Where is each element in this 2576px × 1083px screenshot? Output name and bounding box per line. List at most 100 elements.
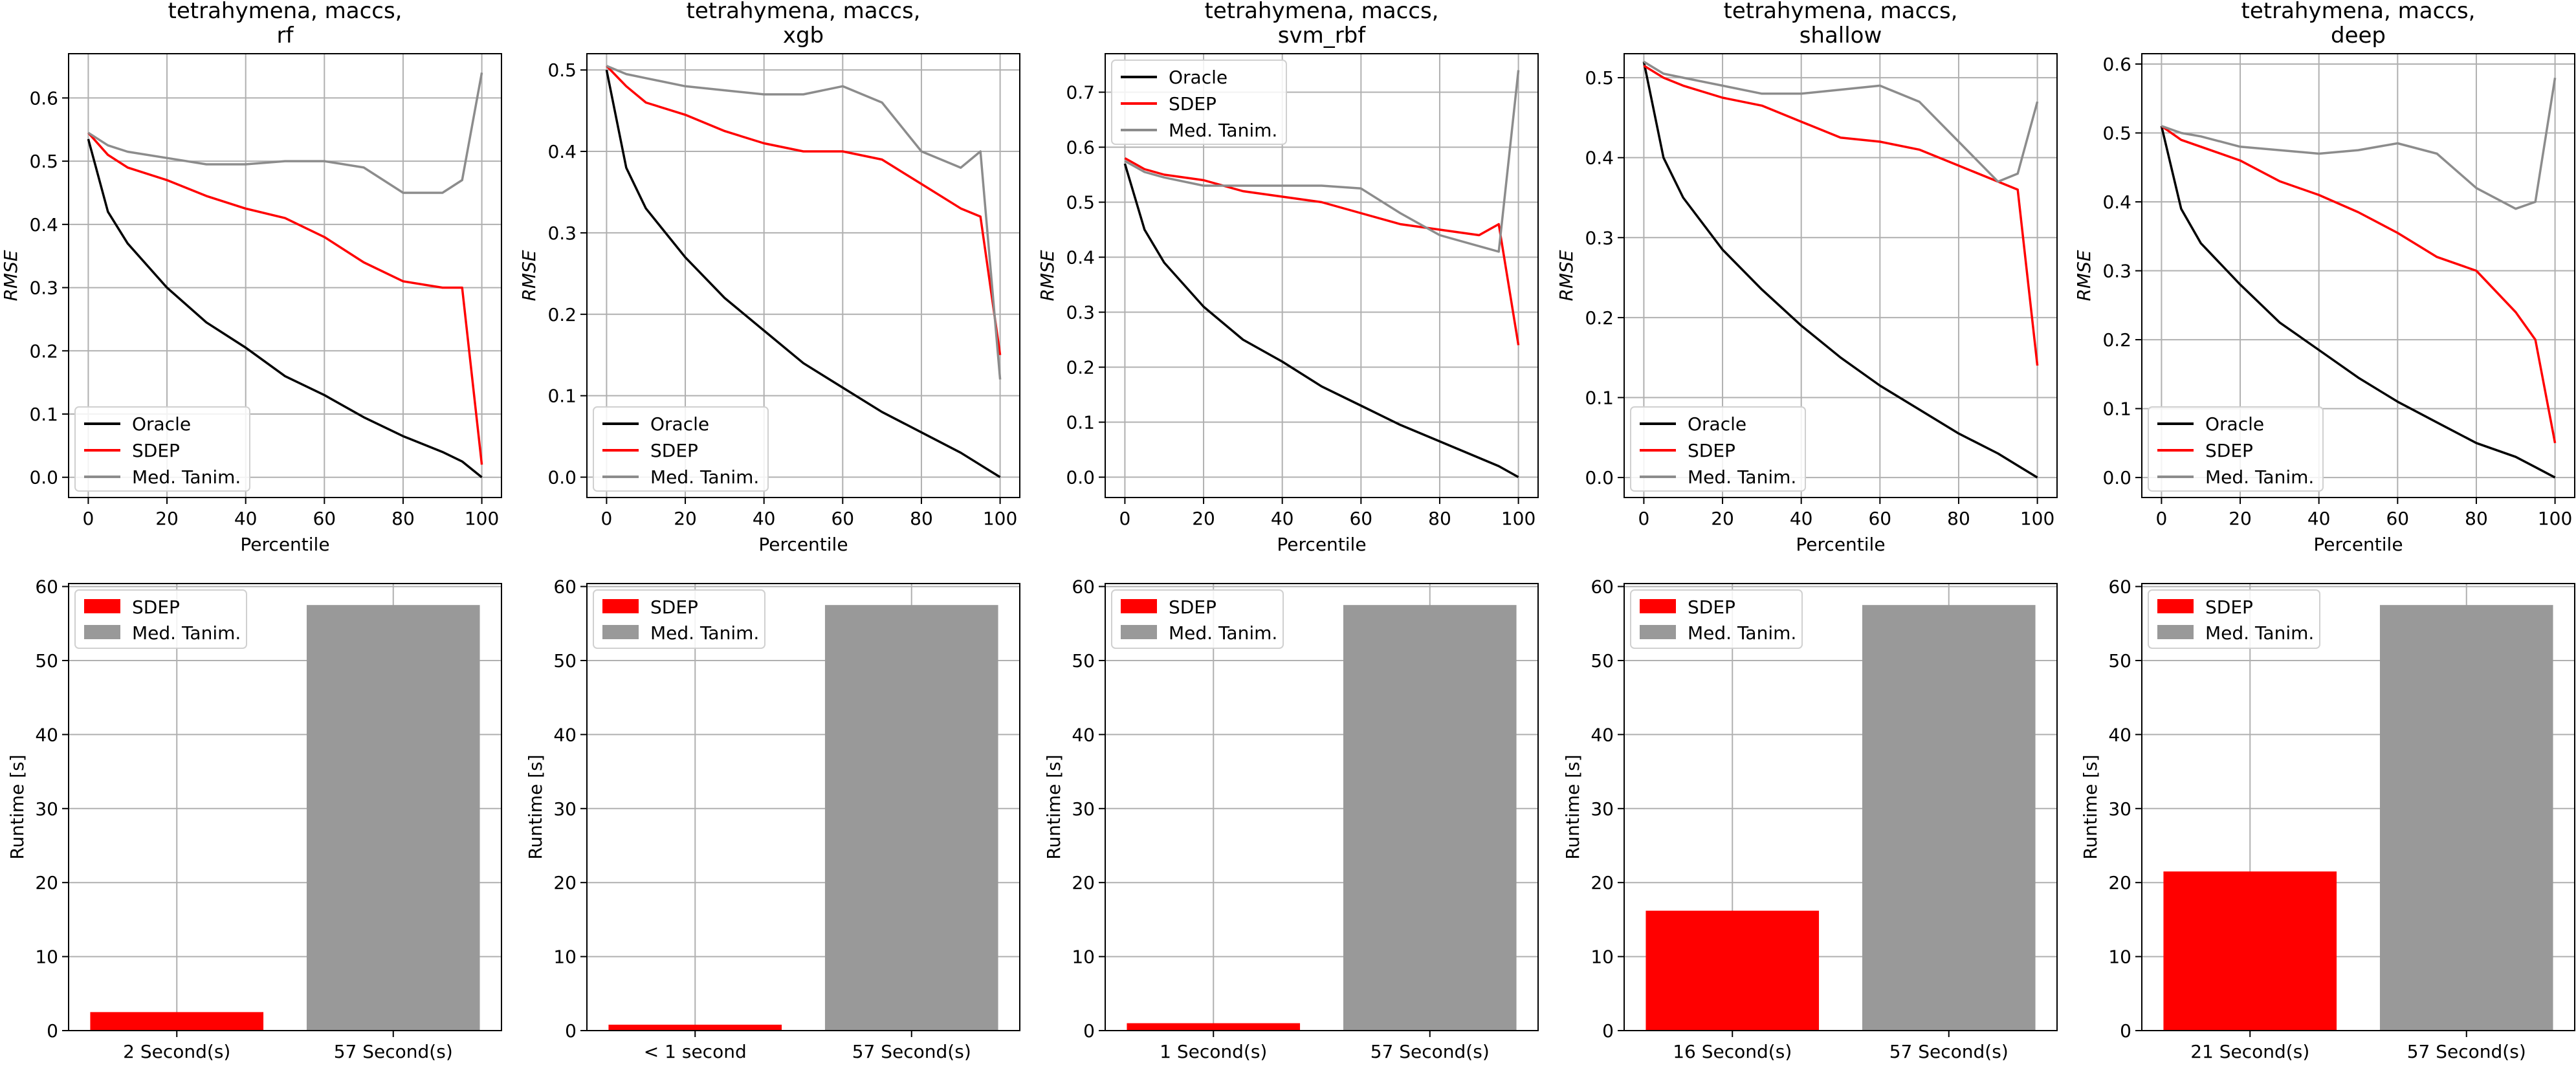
x-tick-label: 57 Second(s) <box>2407 1041 2526 1062</box>
legend-label: Med. Tanim. <box>1169 120 1277 141</box>
y-tick-label: 0.6 <box>29 87 58 109</box>
series-line-oracle <box>1123 163 1519 479</box>
y-axis-label: Runtime [s] <box>525 754 546 859</box>
legend-label: Oracle <box>2205 413 2264 435</box>
y-axis-label: Runtime [s] <box>2080 754 2101 859</box>
legend-label: Oracle <box>1688 413 1746 435</box>
x-tick-label: 60 <box>1868 508 1891 529</box>
y-tick-label: 50 <box>553 650 577 672</box>
series-line-oracle <box>1642 61 2038 479</box>
y-axis-label: RMSE <box>1037 250 1058 301</box>
y-tick-label: 0.3 <box>547 223 577 244</box>
y-tick-label: 0.2 <box>1066 357 1095 378</box>
legend-label: Oracle <box>650 413 709 435</box>
plot-frame <box>1105 583 1539 1031</box>
y-tick-label: 60 <box>1591 576 1614 598</box>
y-tick-label: 50 <box>35 650 58 672</box>
y-tick-label: 50 <box>2108 650 2131 672</box>
legend-label: SDEP <box>2205 440 2253 461</box>
legend-label: SDEP <box>132 596 180 618</box>
series-line-med-tanim- <box>2161 78 2557 210</box>
x-tick-label: 40 <box>1271 508 1294 529</box>
y-tick-label: 0.2 <box>1585 307 1614 329</box>
x-tick-label: 57 Second(s) <box>852 1041 971 1062</box>
y-tick-label: 0.5 <box>2102 123 2131 144</box>
y-tick-label: 60 <box>2108 576 2131 598</box>
y-tick-label: 0 <box>1083 1020 1095 1042</box>
chart-title-line1: tetrahymena, maccs, <box>1205 0 1439 24</box>
legend-swatch <box>84 625 120 639</box>
y-tick-label: 30 <box>553 798 577 820</box>
x-tick-label: 60 <box>831 508 854 529</box>
y-tick-label: 0.4 <box>2102 191 2131 213</box>
y-tick-label: 40 <box>1591 724 1614 745</box>
x-tick-label: 0 <box>2155 508 2167 529</box>
x-axis-label: Percentile <box>758 534 848 555</box>
bar-panel-4: 21 Second(s) 57 Second(s) 0 10 20 30 40 50 60 Run… <box>2080 576 2575 1062</box>
x-tick-label: 80 <box>910 508 933 529</box>
plot-frame <box>1105 53 1539 498</box>
y-tick-label: 0.6 <box>1066 137 1095 159</box>
chart-title-line1: tetrahymena, maccs, <box>1724 0 1958 24</box>
x-tick-label: 40 <box>753 508 776 529</box>
x-axis-label: Percentile <box>1796 534 1885 555</box>
y-axis-label: Runtime [s] <box>1043 754 1064 859</box>
bar-med-tanim <box>824 605 998 1031</box>
series-line-sdep <box>606 65 1002 355</box>
bar-med-tanim <box>306 605 480 1031</box>
y-tick-label: 20 <box>1591 872 1614 893</box>
x-tick-label: 0 <box>600 508 612 529</box>
y-tick-label: 0 <box>47 1020 58 1042</box>
x-tick-label: 60 <box>1349 508 1372 529</box>
y-tick-label: 30 <box>1072 798 1095 820</box>
x-tick-label: 57 Second(s) <box>1889 1041 2009 1062</box>
legend-box <box>2148 406 2324 492</box>
y-tick-label: 0.0 <box>1066 467 1095 488</box>
y-tick-label: 40 <box>553 724 577 745</box>
legend-label: Med. Tanim. <box>650 622 759 644</box>
x-axis-label: Percentile <box>1277 534 1366 555</box>
series-line-oracle <box>605 69 1001 478</box>
y-tick-label: 0.1 <box>1585 387 1614 408</box>
legend-label: Med. Tanim. <box>1688 466 1796 488</box>
y-axis-label: RMSE <box>1556 250 1577 301</box>
y-tick-label: 10 <box>1072 946 1095 968</box>
x-tick-label: 100 <box>1501 508 1536 529</box>
y-tick-label: 10 <box>2108 946 2131 968</box>
y-tick-label: 10 <box>35 946 58 968</box>
legend-box <box>593 406 769 492</box>
y-tick-label: 60 <box>35 576 58 598</box>
x-tick-label: 57 Second(s) <box>334 1041 453 1062</box>
series-line-med-tanim- <box>1124 70 1520 253</box>
series-line-oracle <box>2160 126 2556 479</box>
legend-label: Oracle <box>1169 67 1227 88</box>
chart-title-line2: rf <box>277 23 294 49</box>
y-axis-label: Runtime [s] <box>6 754 28 859</box>
x-tick-label: 60 <box>313 508 336 529</box>
x-tick-label: 57 Second(s) <box>1371 1041 1490 1062</box>
y-tick-label: 0.0 <box>547 467 577 488</box>
y-tick-label: 0.2 <box>29 340 58 362</box>
y-tick-label: 0.4 <box>1585 148 1614 169</box>
bar-sdep <box>1127 1023 1301 1031</box>
line-panel-2: 0 20 40 60 80 100 0.0 0.1 0.2 0.3 0.4 0.5 0.6 0.7 tetr… <box>1037 0 1539 555</box>
y-tick-label: 0.3 <box>1066 302 1095 323</box>
legend-label: SDEP <box>2205 596 2253 618</box>
bar-sdep <box>1646 910 1820 1031</box>
legend-label: Oracle <box>132 413 191 435</box>
legend-swatch <box>1640 625 1676 639</box>
y-tick-label: 0.2 <box>2102 329 2131 351</box>
legend-label: SDEP <box>1169 596 1216 618</box>
x-tick-label: 60 <box>2386 508 2409 529</box>
legend-label: Med. Tanim. <box>2205 466 2314 488</box>
x-tick-label: 16 Second(s) <box>1673 1041 1792 1062</box>
series-line-oracle <box>87 138 483 479</box>
series-line-sdep <box>1124 157 1520 345</box>
legend-swatch <box>1121 599 1157 613</box>
legend-label: Med. Tanim. <box>1688 622 1796 644</box>
y-tick-label: 0 <box>565 1020 577 1042</box>
y-tick-label: 0.2 <box>547 304 577 325</box>
series-line-med-tanim- <box>87 72 483 194</box>
series-line-med-tanim- <box>1643 60 2039 183</box>
y-tick-label: 0.0 <box>1585 467 1614 488</box>
